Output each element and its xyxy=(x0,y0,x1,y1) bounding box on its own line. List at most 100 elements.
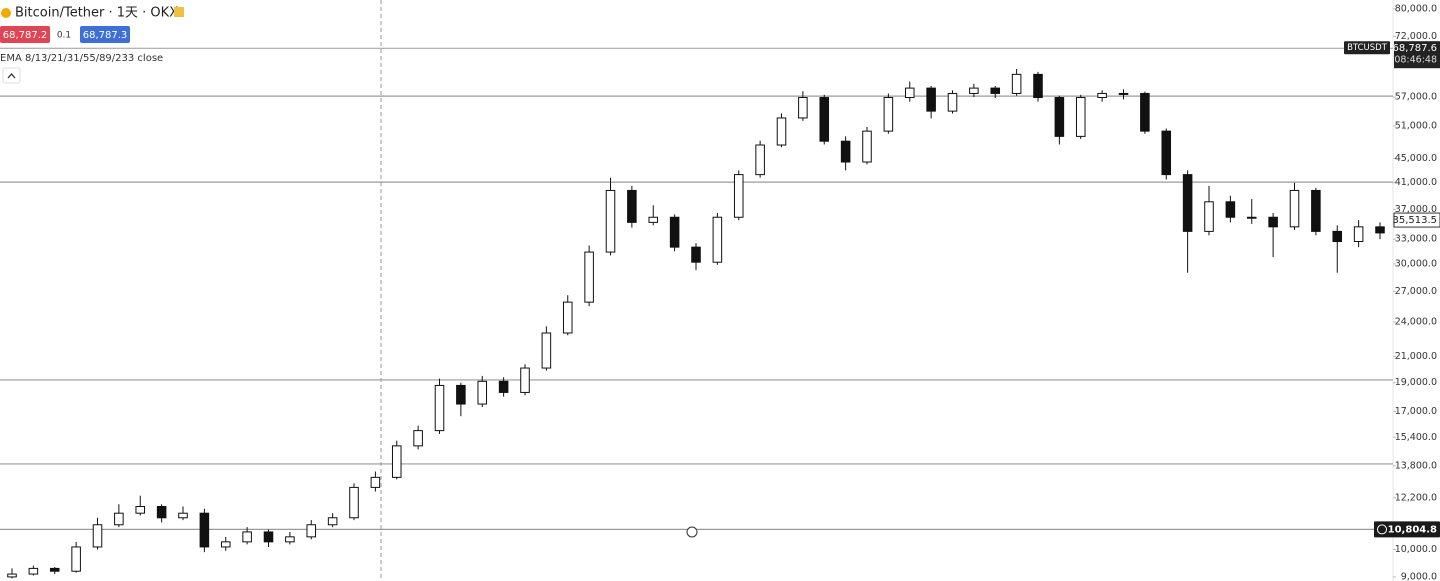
candle-body xyxy=(327,517,338,526)
collapse-button[interactable] xyxy=(2,67,21,84)
candle-body xyxy=(1204,201,1214,232)
candle-body xyxy=(627,189,637,223)
y-tick-label: 17,000.0 xyxy=(1395,406,1437,417)
indicator-label: EMA 8/13/21/31/55/89/233 close xyxy=(0,53,163,64)
candle-body xyxy=(178,512,188,519)
countdown: 08:46:48 xyxy=(1394,55,1437,66)
candle-body xyxy=(263,531,274,543)
y-tick-label: 51,000.0 xyxy=(1395,120,1437,131)
y-tick-label: 57,000.0 xyxy=(1395,92,1437,103)
current-price-label: 68,787.6 xyxy=(1392,43,1437,54)
ask-box[interactable] xyxy=(80,26,130,43)
candle-body xyxy=(520,367,530,393)
y-tick-label: 24,000.0 xyxy=(1395,316,1437,327)
y-tick-label: 10,000.0 xyxy=(1395,544,1437,555)
candle-body xyxy=(733,174,744,218)
candle-body xyxy=(156,506,167,519)
y-tick-label: 13,800.0 xyxy=(1395,460,1437,471)
candle-body xyxy=(456,384,466,405)
bid-price: 68,787.2 xyxy=(3,30,48,41)
y-tick-label: 33,000.0 xyxy=(1395,234,1437,245)
candle-body xyxy=(1097,92,1107,99)
bid-box[interactable] xyxy=(0,26,50,43)
candle-body xyxy=(1375,226,1385,234)
candle-body xyxy=(840,140,851,163)
last-price-label: 35,513.5 xyxy=(1392,215,1437,226)
candle-body xyxy=(584,251,594,303)
candle-body xyxy=(776,117,787,146)
candle-body xyxy=(541,332,552,369)
candle-body xyxy=(883,97,894,132)
marked-price-box xyxy=(1374,521,1440,538)
candle-body xyxy=(1011,73,1022,94)
candle-body xyxy=(712,216,723,263)
marked-price-icon xyxy=(1377,524,1387,535)
marked-price-label: 10,804.8 xyxy=(1388,524,1437,535)
levels xyxy=(0,47,1393,531)
candle-body xyxy=(413,430,423,447)
y-tick-label: 21,000.0 xyxy=(1395,351,1437,362)
candle-body xyxy=(819,97,830,142)
y-tick-label: 9,000.0 xyxy=(1401,571,1437,581)
y-tick-label: 37,000.0 xyxy=(1395,204,1437,215)
candle-body xyxy=(798,97,808,119)
candle-body xyxy=(220,541,231,548)
flag-icon[interactable] xyxy=(174,7,184,17)
chart-title: Bitcoin/Tether · 1天 · OKX xyxy=(15,6,178,21)
candle-body xyxy=(242,531,252,543)
y-tick-label: 12,200.0 xyxy=(1395,492,1437,503)
candle-body xyxy=(1075,97,1086,137)
candle-body xyxy=(904,87,915,99)
candle-body xyxy=(605,189,616,253)
candle-body xyxy=(1289,189,1300,228)
y-tick-label: 15,400.0 xyxy=(1395,432,1437,443)
candles xyxy=(7,68,1385,579)
candle-body xyxy=(349,486,359,519)
candle-body xyxy=(562,301,573,334)
candle-body xyxy=(1161,130,1172,176)
candle-body xyxy=(1353,226,1364,243)
candle-body xyxy=(1118,92,1129,95)
candle-body xyxy=(1311,189,1321,232)
ask-price: 68,787.3 xyxy=(83,30,128,41)
spread: 0.1 xyxy=(57,31,71,41)
candle-body xyxy=(1246,216,1257,219)
candle-body xyxy=(477,380,488,405)
price-axis: 80,000.0 72,000.0 57,000.0 51,000.0 45,000.0… xyxy=(1344,3,1440,581)
symbol-label: BTCUSDT xyxy=(1347,43,1388,53)
candle-body xyxy=(49,567,60,572)
candle-body xyxy=(1033,73,1043,99)
coin-icon xyxy=(1,8,11,18)
candle-body xyxy=(926,87,936,112)
candle-body xyxy=(114,512,124,526)
candle-body xyxy=(669,216,680,248)
candle-body xyxy=(92,524,103,548)
candle-body xyxy=(1268,216,1278,228)
y-tick-label: 19,000.0 xyxy=(1395,377,1437,388)
candle-body xyxy=(1332,230,1343,243)
current-price-box xyxy=(1394,41,1440,69)
candle-body xyxy=(990,87,1001,94)
symbol-box xyxy=(1344,41,1390,55)
candle-body xyxy=(71,546,81,572)
candle-body xyxy=(969,87,979,94)
y-tick-label: 30,000.0 xyxy=(1395,258,1437,269)
candle-body xyxy=(370,476,381,488)
candle-body xyxy=(1054,97,1065,137)
cursor xyxy=(686,526,698,538)
candle-body xyxy=(306,524,317,538)
candle-body xyxy=(498,380,509,393)
candle-body xyxy=(862,130,872,163)
candle-body xyxy=(199,512,210,548)
candle-body xyxy=(391,445,402,478)
candle-body xyxy=(1140,92,1150,132)
candle-body xyxy=(755,144,765,176)
candle-body xyxy=(947,92,958,112)
y-tick-label: 72,000.0 xyxy=(1395,31,1437,42)
candle-body xyxy=(648,216,659,223)
candle-body xyxy=(434,384,445,432)
y-tick-label: 41,000.0 xyxy=(1395,177,1437,188)
last-price-box xyxy=(1393,212,1440,228)
